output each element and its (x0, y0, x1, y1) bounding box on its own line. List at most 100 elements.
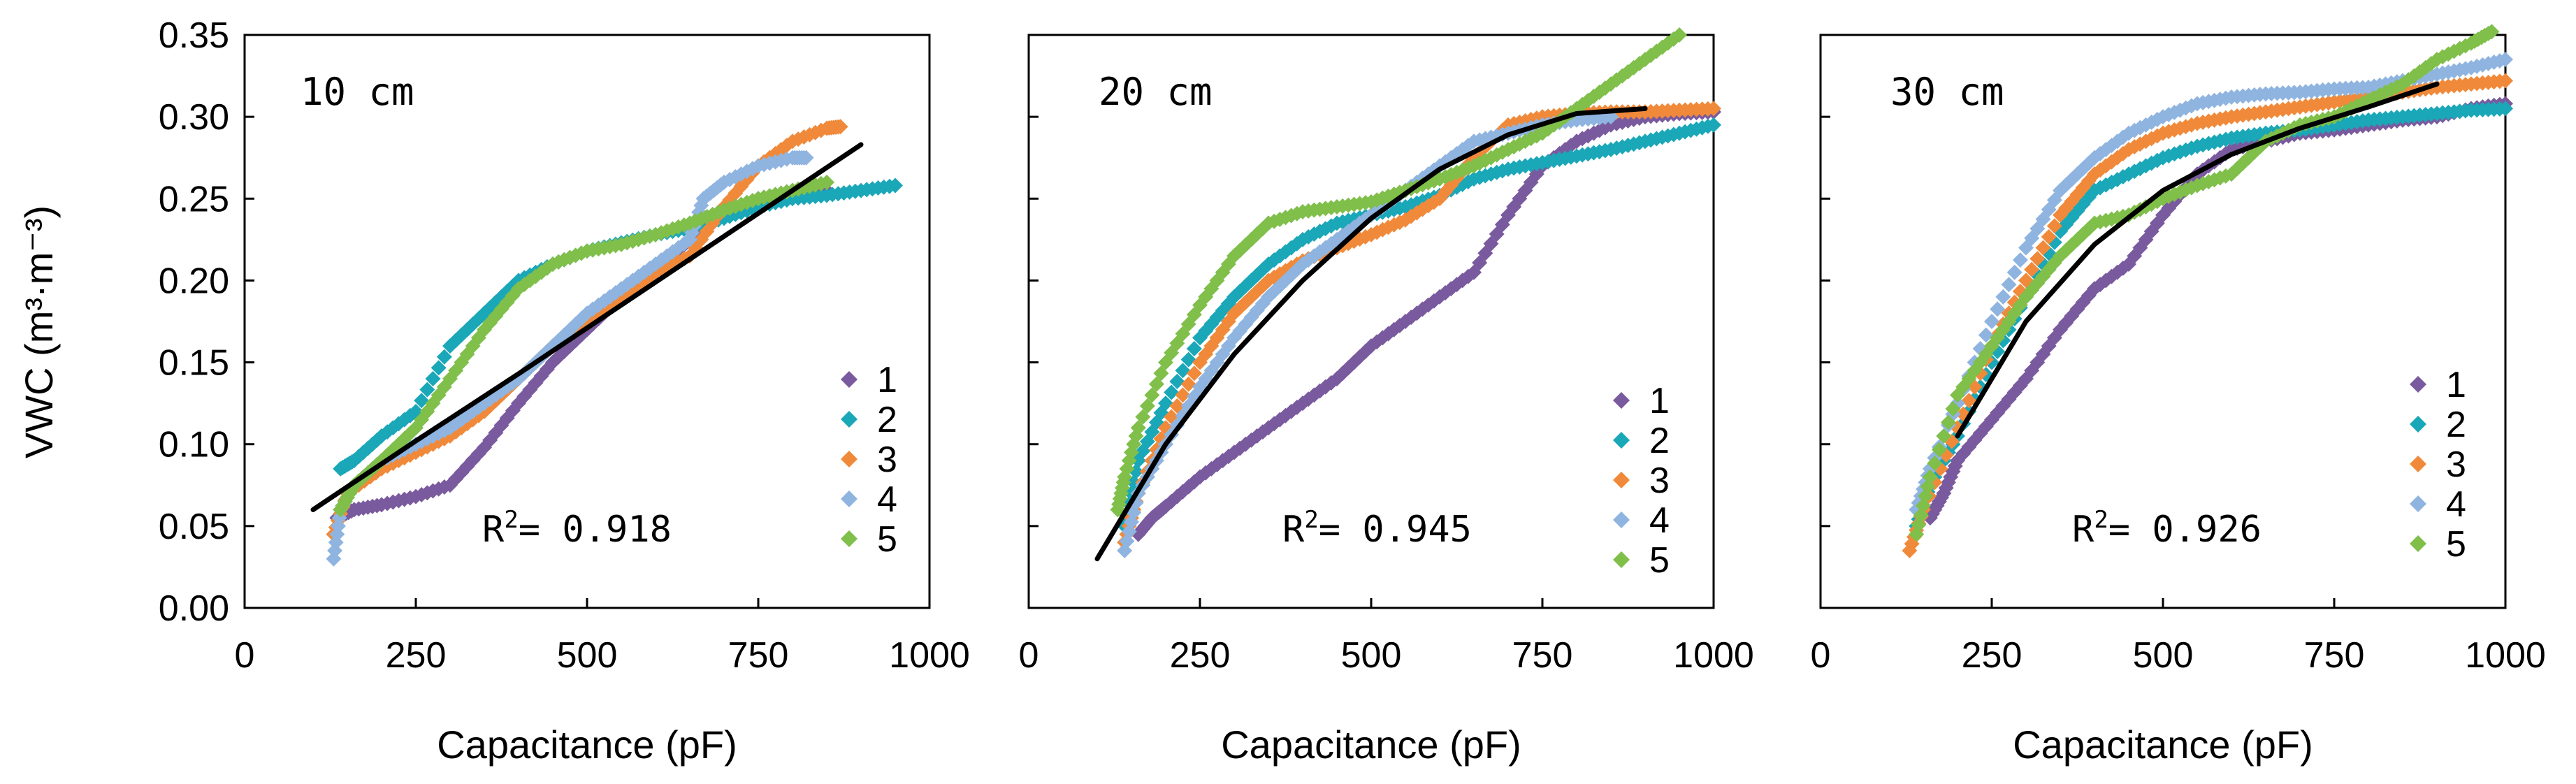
legend-marker-4 (2410, 495, 2426, 512)
panel-30cm: 0 250 500 750 1000 Capacitance (pF) 30 cm R2= 0… (1811, 24, 2546, 767)
data-point (2001, 277, 2017, 293)
data-point (2024, 261, 2040, 277)
legend-label-2: 2 (877, 400, 897, 440)
data-point (425, 371, 441, 386)
data-point (2029, 354, 2046, 370)
data-point (1706, 101, 1721, 117)
legend-marker-3 (1613, 472, 1630, 488)
legend-label-5: 5 (1649, 540, 1670, 581)
data-point (2029, 251, 2046, 267)
data-point (1945, 400, 1961, 416)
x-tick-label: 750 (728, 635, 789, 676)
r-squared-label: R2= 0.918 (482, 506, 672, 551)
data-point (2498, 52, 2513, 68)
data-point (1180, 351, 1196, 368)
data-point (1961, 393, 1977, 409)
data-point (2498, 101, 2513, 117)
data-point (1144, 387, 1160, 403)
data-point (2041, 228, 2057, 245)
legend-marker-2 (1613, 432, 1630, 449)
series-5 (333, 174, 834, 518)
data-point (1135, 409, 1151, 425)
panel-10cm: 0.00 0.05 0.10 0.15 0.20 0.25 0.30 0.35 0 250 500 7… (159, 15, 970, 767)
y-tick-label: 0.35 (159, 15, 229, 56)
fit-curve (1094, 106, 1648, 562)
y-tick-label: 0.20 (159, 261, 229, 301)
data-point (1130, 420, 1146, 436)
legend-label-5: 5 (2446, 524, 2466, 565)
legend-marker-4 (1613, 511, 1630, 528)
fit-curve (310, 142, 864, 512)
y-tick-label: 0.05 (159, 507, 229, 547)
data-point (1936, 428, 1952, 444)
series-4 (1117, 109, 1619, 558)
data-point (1158, 395, 1173, 412)
data-point (1990, 301, 2006, 317)
data-point (545, 354, 560, 370)
data-point (1460, 174, 1476, 190)
legend-marker-2 (2410, 416, 2426, 433)
y-tick-label: 0.30 (159, 97, 229, 138)
x-tick-label: 500 (557, 635, 618, 676)
data-point (1984, 354, 1999, 370)
y-tick-label: 0.15 (159, 343, 229, 384)
data-point (1984, 314, 1999, 329)
data-point (1706, 117, 1721, 133)
data-point (1995, 289, 2011, 305)
legend-marker-1 (841, 371, 858, 388)
data-point (1972, 354, 1988, 370)
legend-label-2: 2 (1649, 421, 1670, 461)
y-axis-label: VWC (m³·m⁻³) (17, 205, 61, 458)
data-point (1931, 442, 1947, 458)
legend-label-4: 4 (1649, 500, 1670, 541)
data-point (1186, 365, 1202, 382)
x-tick-label: 0 (1811, 635, 1831, 676)
x-tick-label: 750 (2304, 635, 2365, 676)
legend-label-1: 1 (1649, 381, 1670, 421)
legend-marker-1 (1613, 392, 1630, 409)
data-point (1148, 376, 1164, 392)
data-point (1927, 456, 1943, 472)
data-point (1672, 27, 1687, 43)
data-point (722, 171, 738, 187)
x-tick-label: 750 (1512, 635, 1573, 676)
data-point (1180, 376, 1196, 392)
x-tick-label: 250 (386, 635, 447, 676)
legend-marker-5 (1613, 551, 1630, 568)
data-point (2372, 87, 2388, 103)
series-5 (1909, 24, 2500, 542)
x-tick-label: 0 (1019, 635, 1039, 676)
data-point (1175, 387, 1191, 403)
data-point (419, 382, 435, 398)
panel-20cm: 0 250 500 750 1000 Capacitance (pF) 20 cm R2= 0… (1019, 27, 1754, 767)
y-tick-label: 0.00 (159, 588, 229, 629)
data-point (2109, 171, 2125, 187)
legend-label-1: 1 (877, 360, 897, 400)
r-squared-label: R2= 0.926 (2072, 506, 2262, 551)
data-point (1420, 198, 1436, 214)
data-point (454, 354, 470, 370)
x-tick-label: 250 (1170, 635, 1231, 676)
legend-marker-1 (2410, 376, 2426, 393)
data-point (436, 349, 452, 365)
legend-marker-3 (2410, 456, 2426, 472)
y-tick-label: 0.25 (159, 179, 229, 219)
legend-label-5: 5 (877, 519, 897, 560)
x-axis-label: Capacitance (pF) (437, 723, 737, 767)
data-point (2012, 252, 2028, 268)
panel-title: 10 cm (301, 70, 414, 114)
x-tick-label: 1000 (889, 635, 970, 676)
legend-label-4: 4 (2446, 484, 2466, 525)
data-point (1153, 365, 1169, 382)
legend-marker-3 (841, 451, 858, 467)
r-squared-label: R2= 0.945 (1282, 506, 1472, 551)
x-tick-label: 1000 (1673, 635, 1754, 676)
data-point (414, 393, 430, 409)
x-tick-label: 0 (235, 635, 255, 676)
legend-label-3: 3 (2446, 444, 2466, 485)
legend-marker-2 (841, 411, 858, 428)
data-point (2064, 171, 2080, 187)
data-point (2046, 218, 2062, 234)
data-point (739, 171, 755, 187)
